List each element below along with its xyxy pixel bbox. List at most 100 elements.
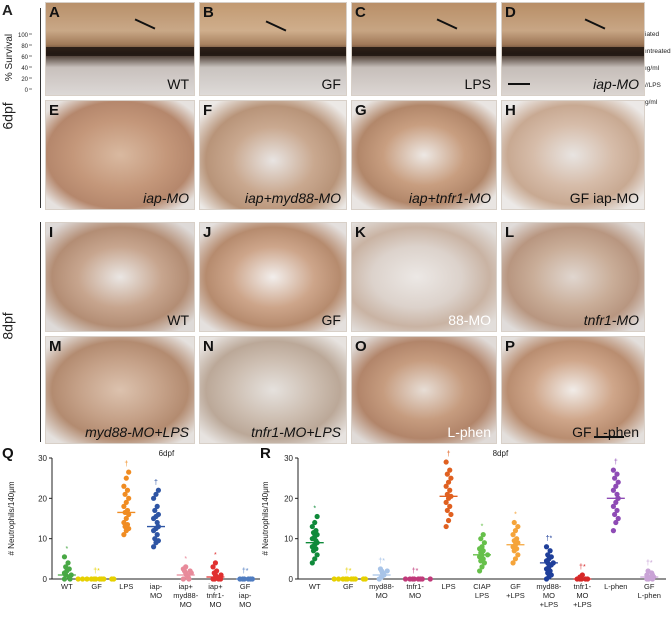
x-tick-label: MO (150, 591, 162, 600)
data-point (187, 568, 193, 574)
data-point (443, 523, 449, 530)
significance-mark: † (614, 459, 618, 466)
survival-legend-5: g/ml (645, 99, 658, 106)
data-point (63, 564, 69, 570)
data-point (126, 495, 132, 501)
panel-condition: iap-MO (593, 76, 639, 92)
panel-condition: WT (167, 312, 189, 328)
data-point (478, 536, 484, 542)
data-point (510, 532, 516, 538)
data-point (362, 576, 368, 582)
panel-condition: WT (167, 76, 189, 92)
panel-letter: I (49, 224, 54, 241)
significance-mark: * (481, 524, 484, 531)
data-point (123, 475, 129, 481)
data-point (445, 517, 452, 524)
data-point (512, 556, 519, 562)
survival-legend: iated ıntreated ıg/ml //LPS g/ml (645, 26, 671, 111)
data-point (445, 479, 452, 485)
scale-bar-P (594, 436, 624, 438)
x-tick-label: LPS (119, 582, 133, 591)
x-tick-label: GF (240, 582, 251, 591)
y-tick-label: 30 (38, 454, 47, 463)
significance-mark: †* (546, 536, 553, 543)
y-tick-label: 30 (284, 454, 293, 463)
panel-E: E iap-MO (45, 100, 195, 210)
significance-mark: † (447, 451, 451, 458)
data-point (610, 528, 617, 534)
data-point (547, 548, 553, 554)
data-point (214, 568, 220, 574)
data-point (124, 507, 131, 514)
data-point (65, 560, 71, 566)
data-point (79, 576, 86, 582)
panel-I: I WT (45, 222, 195, 332)
pigment-band (46, 47, 194, 56)
data-point (479, 564, 485, 570)
data-point (152, 507, 158, 514)
arrow-icon (584, 18, 606, 30)
data-point (61, 554, 68, 560)
data-point (479, 544, 485, 550)
x-tick-label: L-phen (638, 591, 661, 600)
x-tick-label: +LPS (506, 591, 525, 600)
data-point (314, 552, 320, 558)
data-point (152, 536, 158, 542)
panel-letter: P (505, 338, 516, 355)
data-point (614, 507, 620, 514)
significance-mark: * (184, 556, 187, 563)
data-point (645, 568, 651, 574)
panel-letter: F (203, 102, 213, 119)
data-point (151, 495, 157, 501)
significance-mark: * (514, 512, 517, 519)
x-tick-label: LPS (441, 582, 455, 591)
survival-tick-label: 20 (21, 77, 28, 83)
y-axis-label: # Neutrophils/140μm (7, 481, 16, 555)
x-tick-label: GF (510, 582, 521, 591)
data-point (515, 523, 521, 530)
data-point (510, 560, 516, 566)
chart-panel-letter: Q (2, 446, 14, 462)
data-point (121, 503, 127, 509)
survival-tick-label: 60 (21, 55, 28, 61)
panel-L: L tnfr1-MO (501, 222, 645, 332)
x-tick-label: L-phen (604, 582, 627, 591)
x-tick-label: GF (91, 582, 102, 591)
y-tick-label: 20 (38, 494, 47, 503)
data-point (312, 556, 318, 562)
data-point (313, 528, 319, 534)
panel-H: H GF iap-MO (501, 100, 645, 210)
data-point (123, 499, 129, 505)
row-label-8dpf: 8dpf (0, 312, 16, 340)
panel-condition: GF (321, 76, 341, 92)
data-point (335, 576, 342, 582)
data-point (154, 532, 160, 538)
x-tick-label: MO (409, 591, 421, 600)
x-tick-label: GF (343, 582, 354, 591)
survival-tick-label: 80 (21, 44, 28, 50)
survival-tick-label: 40 (21, 66, 28, 72)
x-tick-label: myd88- (369, 582, 395, 591)
data-point (447, 487, 453, 493)
y-tick-label: 0 (43, 575, 48, 584)
panel-C: C LPS (351, 2, 497, 96)
data-point (615, 515, 621, 522)
survival-tick-label: 100 (18, 33, 29, 39)
data-point (122, 491, 128, 497)
y-axis-label: # Neutrophils/140μm (261, 481, 270, 555)
chart-title: 6dpf (159, 449, 175, 458)
data-point (124, 487, 131, 493)
significance-mark: †* (378, 558, 385, 565)
data-point (212, 560, 219, 566)
data-point (151, 544, 157, 550)
data-point (312, 519, 318, 526)
panel-letter: G (355, 102, 367, 119)
panel-condition: L-phen (447, 424, 491, 440)
data-point (309, 523, 315, 530)
x-tick-label: iap- (239, 591, 252, 600)
y-tick-label: 10 (284, 535, 293, 544)
data-point (210, 564, 216, 570)
data-point (444, 471, 450, 477)
data-point (448, 511, 454, 518)
panel-D: D iap-MO (501, 2, 645, 96)
